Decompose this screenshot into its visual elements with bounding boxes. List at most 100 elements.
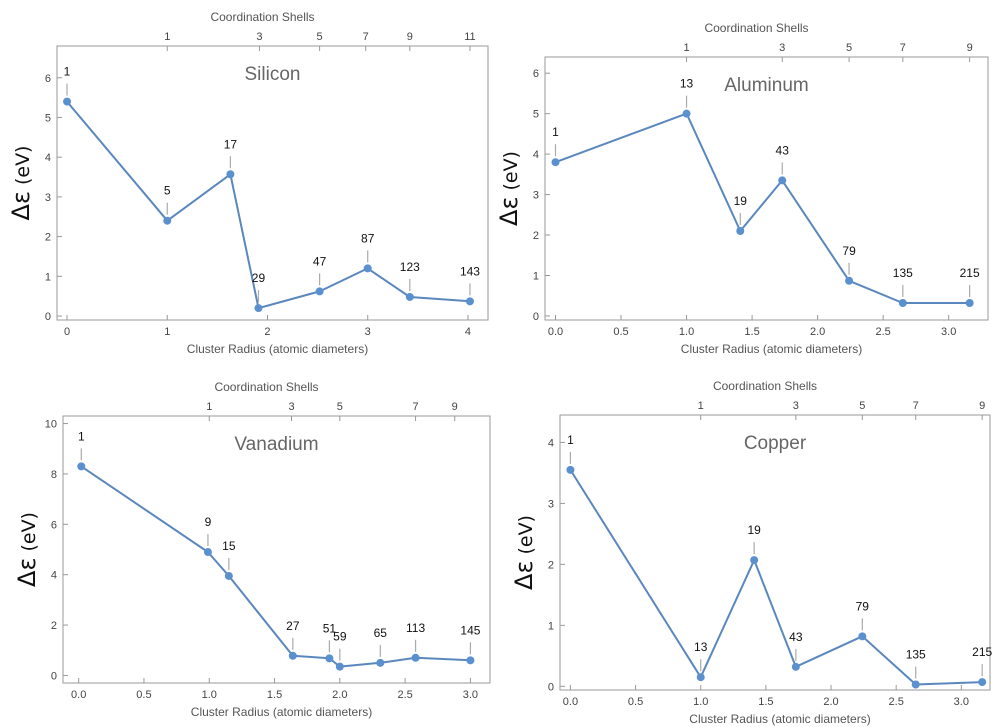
- top-tick-label: 7: [913, 400, 919, 412]
- top-tick-label: 5: [846, 42, 852, 54]
- chart-title: Aluminum: [724, 75, 808, 96]
- y-tick-label: 0: [533, 311, 539, 323]
- top-tick-label: 9: [967, 42, 973, 54]
- data-point: [736, 226, 745, 235]
- data-point: [325, 654, 334, 663]
- data-point: [411, 653, 420, 662]
- x-tick-label: 0.5: [136, 689, 151, 701]
- top-tick-label: 5: [317, 31, 323, 43]
- y-tick-label: 6: [45, 73, 51, 85]
- data-label: 79: [842, 244, 856, 258]
- x-tick-label: 0.0: [563, 696, 578, 708]
- data-point: [335, 662, 344, 671]
- x-tick-label: 0.5: [613, 326, 628, 338]
- data-label: 43: [789, 630, 803, 644]
- x-tick-label: 1.0: [693, 696, 708, 708]
- data-point: [203, 548, 212, 557]
- data-label: 1: [552, 125, 559, 139]
- data-point: [898, 299, 907, 308]
- y-tick-label: 1: [45, 271, 51, 283]
- data-label: 19: [734, 194, 748, 208]
- data-point: [465, 297, 474, 306]
- chart-title: Vanadium: [234, 434, 318, 455]
- data-label: 19: [747, 523, 761, 537]
- y-tick-label: 6: [533, 68, 539, 80]
- data-label: 215: [972, 645, 992, 659]
- data-label: 1: [78, 429, 85, 443]
- x-tick-label: 0.0: [71, 689, 86, 701]
- top-tick-label: 5: [859, 400, 865, 412]
- top-tick-label: 1: [698, 400, 704, 412]
- data-label: 143: [460, 264, 480, 278]
- x-axis-label: Cluster Radius (atomic diameters): [681, 342, 862, 356]
- y-tick-label: 4: [45, 152, 51, 164]
- x-axis-label: Cluster Radius (atomic diameters): [187, 342, 368, 356]
- data-point: [750, 556, 759, 565]
- data-point: [778, 176, 787, 185]
- data-point: [566, 465, 575, 474]
- data-point: [405, 292, 414, 301]
- y-axis-label-unit: (eV): [515, 515, 537, 561]
- y-tick-label: 3: [533, 190, 539, 202]
- y-tick-label: 6: [51, 519, 57, 531]
- x-tick-label: 2.5: [397, 689, 412, 701]
- y-tick-label: 4: [548, 437, 554, 449]
- x-tick-label: 2.0: [823, 696, 838, 708]
- y-axis-label-symbol: Δε: [7, 191, 35, 220]
- data-label: 51: [323, 621, 337, 635]
- y-tick-label: 0: [548, 681, 554, 693]
- top-tick-label: 9: [979, 400, 985, 412]
- x-tick-label: 0.5: [628, 696, 643, 708]
- data-point: [682, 109, 691, 118]
- top-tick-label: 9: [452, 401, 458, 413]
- top-tick-label: 3: [256, 31, 262, 43]
- data-label: 29: [252, 271, 266, 285]
- x-tick-label: 3.0: [463, 689, 478, 701]
- top-axis-label: Coordination Shells: [210, 10, 314, 24]
- y-tick-label: 4: [533, 149, 539, 161]
- x-tick-label: 1.0: [679, 326, 694, 338]
- y-tick-label: 5: [533, 109, 539, 121]
- y-axis-label-unit: (eV): [12, 146, 34, 192]
- top-tick-label: 1: [206, 401, 212, 413]
- data-label: 215: [960, 266, 980, 280]
- y-tick-label: 8: [51, 469, 57, 481]
- top-tick-label: 3: [288, 401, 294, 413]
- x-tick-label: 3.0: [954, 696, 969, 708]
- top-tick-label: 3: [779, 42, 785, 54]
- y-tick-label: 0: [51, 670, 57, 682]
- data-point: [288, 651, 297, 660]
- series-line: [66, 100, 471, 310]
- top-tick-label: 11: [464, 31, 475, 43]
- chart-title: Silicon: [245, 64, 301, 85]
- data-label: 15: [222, 539, 236, 553]
- data-label: 65: [374, 626, 388, 640]
- data-label: 17: [224, 137, 238, 151]
- top-tick-label: 7: [363, 31, 369, 43]
- data-point: [363, 264, 372, 273]
- data-point: [791, 662, 800, 671]
- data-point: [226, 170, 235, 179]
- data-label: 13: [680, 77, 694, 91]
- plot-frame: [62, 415, 491, 684]
- y-axis-label: Δε (eV): [7, 146, 35, 221]
- x-tick-label: 0.0: [548, 326, 563, 338]
- data-point: [696, 673, 705, 682]
- data-label: 27: [286, 619, 300, 633]
- data-point: [254, 304, 263, 313]
- chart-panel-vanadium: 0.0 0.5 1.0 1.5 2.0 2.5 3.0 0 2 4 6 8 10 1 3 5 7 9 Coordin…: [13, 380, 491, 719]
- y-tick-label: 1: [533, 270, 539, 282]
- y-tick-label: 5: [45, 112, 51, 124]
- x-tick-label: 0: [64, 326, 70, 338]
- data-label: 79: [856, 599, 870, 613]
- data-label: 135: [906, 648, 926, 662]
- y-tick-label: 2: [51, 620, 57, 632]
- data-label: 47: [313, 254, 327, 268]
- top-tick-label: 7: [900, 42, 906, 54]
- y-tick-label: 2: [548, 559, 554, 571]
- data-label: 5: [164, 184, 171, 198]
- x-tick-label: 4: [465, 326, 471, 338]
